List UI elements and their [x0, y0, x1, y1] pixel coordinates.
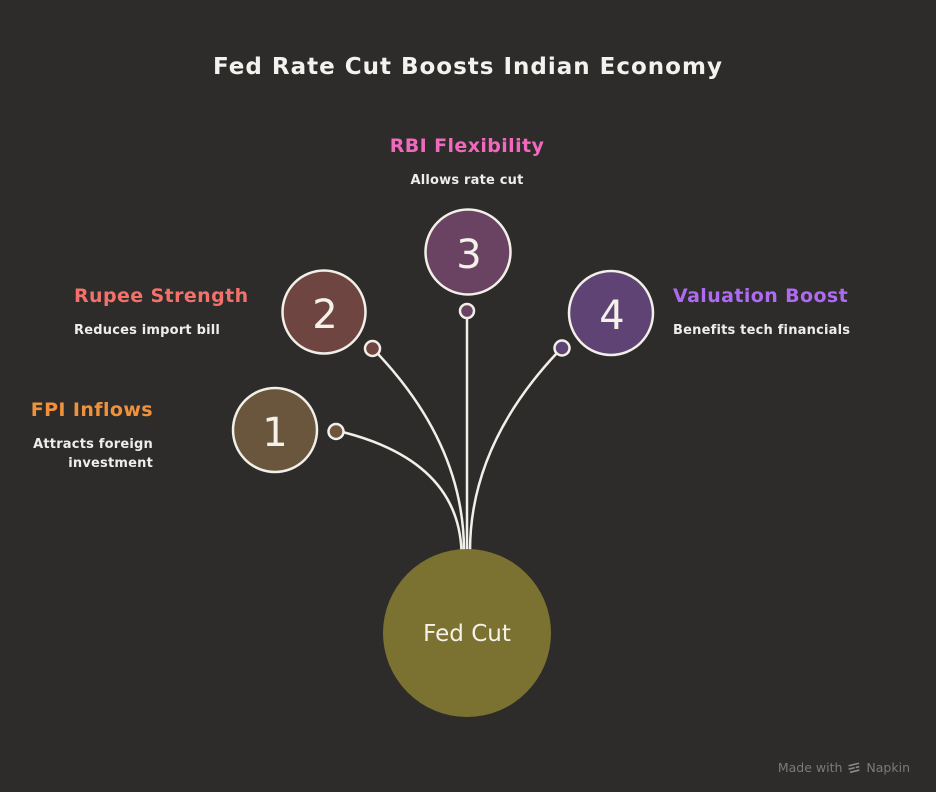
node-description: Benefits tech financials [673, 323, 851, 338]
node-number-3: 3 [456, 232, 481, 278]
node-label-fpi-inflows[interactable]: FPI Inflows Attracts foreign investment [0, 398, 153, 473]
node-number-2: 2 [312, 292, 337, 338]
node-circle-1[interactable] [231, 386, 319, 474]
center-node-circle[interactable] [383, 549, 551, 717]
made-with-napkin-badge[interactable]: Made with Napkin [778, 760, 910, 775]
node-circle-3[interactable] [424, 208, 512, 296]
node-title: Rupee Strength [74, 285, 249, 307]
connector-node-1 [343, 431, 463, 553]
connector-dot-3 [458, 302, 476, 320]
connector-dot-1 [327, 422, 345, 441]
node-title: RBI Flexibility [389, 135, 545, 157]
node-number-4: 4 [599, 293, 624, 339]
node-label-valuation-boost[interactable]: Valuation Boost Benefits tech financials [673, 284, 850, 340]
node-description: Attracts foreign investment [33, 437, 153, 471]
node-title: FPI Inflows [30, 399, 153, 421]
connector-dots [327, 302, 571, 441]
connector-lines [343, 317, 558, 553]
connector-node-2 [377, 353, 466, 553]
center-node-label: Fed Cut [423, 621, 511, 647]
napkin-logo-icon [847, 761, 861, 775]
connector-dot-4 [553, 339, 571, 357]
connector-dot-2 [363, 339, 382, 358]
napkin-brand-text: Napkin [866, 760, 910, 775]
connector-node-4 [468, 352, 558, 553]
branch-numbers: 1 2 3 4 [262, 232, 624, 456]
node-label-rbi-flexibility[interactable]: RBI Flexibility Allows rate cut [390, 134, 545, 190]
branch-circles [231, 208, 655, 474]
node-circle-4[interactable] [567, 269, 655, 357]
node-description: Reduces import bill [74, 323, 221, 338]
made-with-text: Made with [777, 760, 843, 775]
node-label-rupee-strength[interactable]: Rupee Strength Reduces import bill [74, 284, 249, 340]
node-circle-2[interactable] [281, 269, 367, 355]
node-number-1: 1 [262, 410, 287, 456]
diagram-title: Fed Rate Cut Boosts Indian Economy [213, 54, 723, 80]
node-title: Valuation Boost [673, 285, 849, 307]
node-description: Allows rate cut [410, 173, 524, 188]
